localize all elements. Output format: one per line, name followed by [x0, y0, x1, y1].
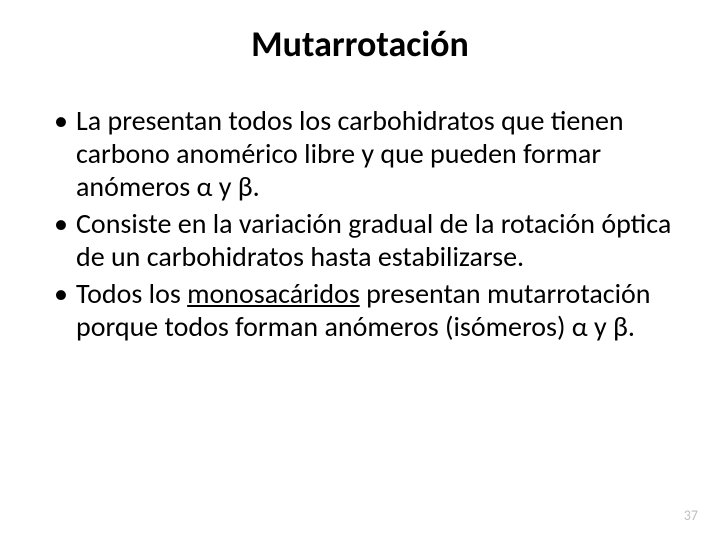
- list-item: Consiste en la variación gradual de la r…: [48, 207, 672, 273]
- bullet-text: Consiste en la variación gradual de la r…: [76, 206, 671, 274]
- bullet-text-underlined: monosacáridos: [187, 276, 360, 311]
- slide: Mutarrotación La presentan todos los car…: [0, 0, 720, 540]
- list-item: Todos los monosacáridos presentan mutarr…: [48, 277, 672, 343]
- page-number: 37: [684, 507, 698, 524]
- list-item: La presentan todos los carbohidratos que…: [48, 104, 672, 203]
- bullet-list: La presentan todos los carbohidratos que…: [48, 104, 672, 343]
- bullet-text: La presentan todos los carbohidratos que…: [76, 103, 624, 204]
- slide-title: Mutarrotación: [48, 22, 672, 66]
- bullet-text: Todos los: [76, 276, 187, 311]
